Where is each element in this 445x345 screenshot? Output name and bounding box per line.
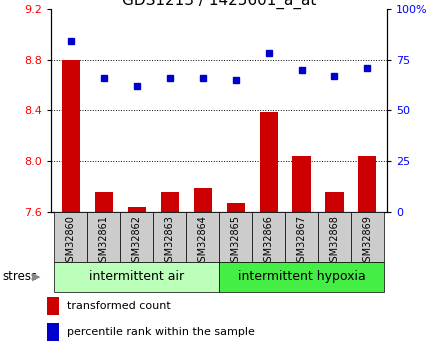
Bar <box>285 212 318 262</box>
Bar <box>194 188 212 212</box>
Bar <box>219 212 252 262</box>
Bar <box>186 212 219 262</box>
Bar <box>47 323 59 341</box>
Bar <box>54 212 87 262</box>
Bar <box>292 156 311 212</box>
Text: GSM32866: GSM32866 <box>263 215 274 268</box>
Text: intermittent hypoxia: intermittent hypoxia <box>238 270 365 283</box>
Bar <box>95 192 113 212</box>
Bar <box>128 207 146 212</box>
Bar <box>252 212 285 262</box>
Text: stress: stress <box>2 270 37 283</box>
Bar <box>325 192 344 212</box>
Text: GSM32862: GSM32862 <box>132 215 142 268</box>
Bar <box>318 212 351 262</box>
Bar <box>259 112 278 212</box>
Text: GSM32864: GSM32864 <box>198 215 208 268</box>
Text: ▶: ▶ <box>32 272 40 282</box>
Text: transformed count: transformed count <box>67 301 171 311</box>
Bar <box>47 297 59 315</box>
Bar <box>161 192 179 212</box>
Text: percentile rank within the sample: percentile rank within the sample <box>67 327 255 337</box>
Bar <box>62 59 80 212</box>
Bar <box>153 212 186 262</box>
Text: GSM32865: GSM32865 <box>231 215 241 268</box>
Bar <box>219 262 384 292</box>
Text: GSM32868: GSM32868 <box>329 215 340 268</box>
Text: GSM32860: GSM32860 <box>66 215 76 268</box>
Text: GSM32863: GSM32863 <box>165 215 175 268</box>
Bar <box>87 212 120 262</box>
Bar <box>120 212 153 262</box>
Title: GDS1213 / 1425601_a_at: GDS1213 / 1425601_a_at <box>122 0 316 9</box>
Bar <box>227 203 245 212</box>
Bar <box>351 212 384 262</box>
Text: GSM32867: GSM32867 <box>296 215 307 268</box>
Text: intermittent air: intermittent air <box>89 270 184 283</box>
Text: GSM32869: GSM32869 <box>362 215 372 268</box>
Bar <box>54 262 219 292</box>
Bar <box>358 156 376 212</box>
Text: GSM32861: GSM32861 <box>99 215 109 268</box>
